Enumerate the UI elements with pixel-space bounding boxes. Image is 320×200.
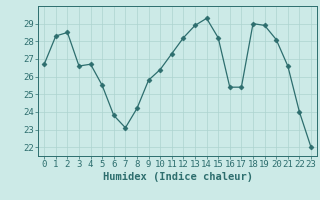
- X-axis label: Humidex (Indice chaleur): Humidex (Indice chaleur): [103, 172, 252, 182]
